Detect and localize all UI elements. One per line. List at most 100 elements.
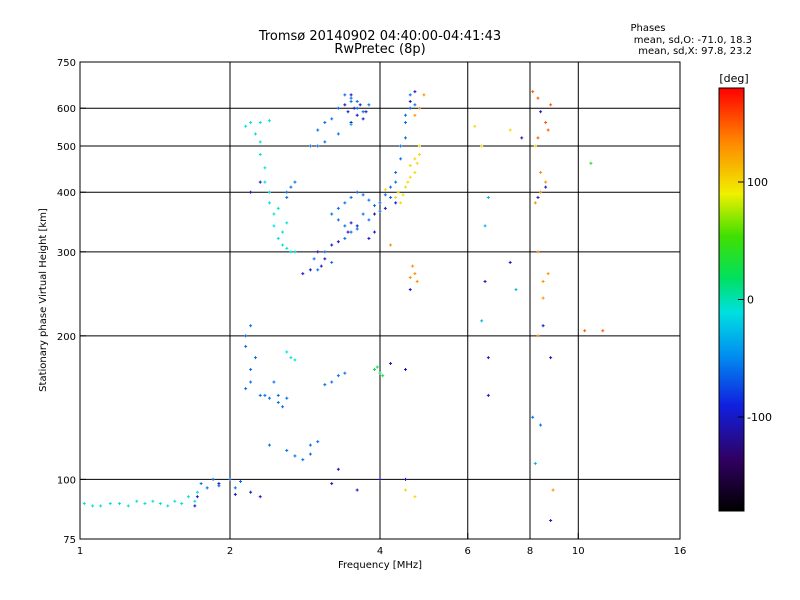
data-point <box>531 90 535 94</box>
data-point <box>267 201 271 205</box>
data-point <box>378 477 382 481</box>
x-tick-label: 8 <box>527 546 533 557</box>
data-point <box>349 230 353 234</box>
data-point <box>367 198 371 202</box>
y-tick-label: 100 <box>57 475 76 486</box>
data-point <box>143 502 147 506</box>
data-point <box>544 121 548 125</box>
data-point <box>258 152 262 156</box>
data-point <box>233 492 237 496</box>
data-point <box>378 371 382 375</box>
data-point <box>544 185 548 189</box>
data-point <box>401 193 405 197</box>
data-point <box>323 140 327 144</box>
data-point <box>312 257 316 261</box>
data-point <box>336 132 340 136</box>
data-point <box>193 499 197 503</box>
data-point <box>330 212 334 216</box>
data-point <box>343 371 347 375</box>
x-tick-label: 16 <box>674 546 687 557</box>
data-point <box>549 103 553 107</box>
data-point <box>117 502 121 506</box>
data-point <box>403 113 407 117</box>
data-point <box>293 358 297 362</box>
data-point <box>267 396 271 400</box>
data-point <box>349 195 353 199</box>
data-point <box>289 250 293 254</box>
data-point <box>281 230 285 234</box>
data-point <box>239 479 243 483</box>
data-point <box>316 250 320 254</box>
y-axis: 75 100 200 300 400 500 600 750 <box>57 58 86 546</box>
data-point <box>281 405 285 409</box>
colorbar-ticks: 100 0 -100 <box>738 176 772 424</box>
data-point <box>336 240 340 244</box>
data-point <box>413 90 417 94</box>
data-point <box>126 504 130 508</box>
data-point <box>403 367 407 371</box>
data-point <box>293 454 297 458</box>
data-point <box>258 495 262 499</box>
data-point <box>544 180 548 184</box>
grid-lines <box>80 62 680 539</box>
data-point <box>244 334 248 338</box>
data-point <box>346 230 350 234</box>
data-point <box>589 161 593 165</box>
data-point <box>473 124 477 128</box>
data-point <box>539 423 543 427</box>
y-tick-label: 500 <box>57 142 76 153</box>
data-point <box>249 380 253 384</box>
data-point <box>361 117 365 121</box>
data-point <box>355 99 359 103</box>
data-point <box>253 132 257 136</box>
x-tick-label: 6 <box>465 546 471 557</box>
data-point <box>417 144 421 148</box>
data-point <box>316 144 320 148</box>
data-point <box>343 103 347 107</box>
data-point <box>411 264 415 268</box>
data-point <box>173 499 177 503</box>
data-point <box>135 499 139 503</box>
data-point <box>408 106 412 110</box>
data-point <box>394 201 398 205</box>
data-point <box>330 380 334 384</box>
data-point <box>91 504 95 508</box>
data-point <box>364 110 368 114</box>
data-point <box>263 393 267 397</box>
data-point <box>486 393 490 397</box>
data-point <box>549 356 553 360</box>
data-point <box>272 212 276 216</box>
data-point <box>514 288 518 292</box>
colorbar: [deg] 100 0 -100 <box>718 72 772 512</box>
data-point <box>403 185 407 189</box>
data-point <box>406 180 410 184</box>
data-point <box>272 224 276 228</box>
phase-line-x: mean, sd,X: 97.8, 23.2 <box>638 46 752 57</box>
data-point <box>533 144 537 148</box>
data-point <box>158 502 162 506</box>
data-point <box>375 365 379 369</box>
data-point <box>285 221 289 225</box>
colorbar-tick-label: 0 <box>747 294 754 307</box>
data-point <box>349 93 353 97</box>
x-tick-label: 2 <box>227 546 233 557</box>
phase-line-o: mean, sd,O: -71.0, 18.3 <box>634 35 752 46</box>
data-point <box>399 144 403 148</box>
data-point <box>343 224 347 228</box>
x-axis: 1 2 4 6 8 10 16 <box>77 533 687 557</box>
data-point <box>276 206 280 210</box>
data-point <box>343 236 347 240</box>
data-point <box>99 504 103 508</box>
data-point <box>520 136 524 140</box>
data-point <box>413 495 417 499</box>
data-point <box>367 218 371 222</box>
data-point <box>399 157 403 161</box>
data-point <box>151 499 155 503</box>
data-point <box>408 288 412 292</box>
data-point <box>217 482 221 486</box>
colorbar-tick-label: 100 <box>747 176 768 189</box>
data-point <box>417 152 421 156</box>
data-point <box>193 504 197 508</box>
data-point <box>358 103 362 107</box>
data-point <box>349 221 353 225</box>
